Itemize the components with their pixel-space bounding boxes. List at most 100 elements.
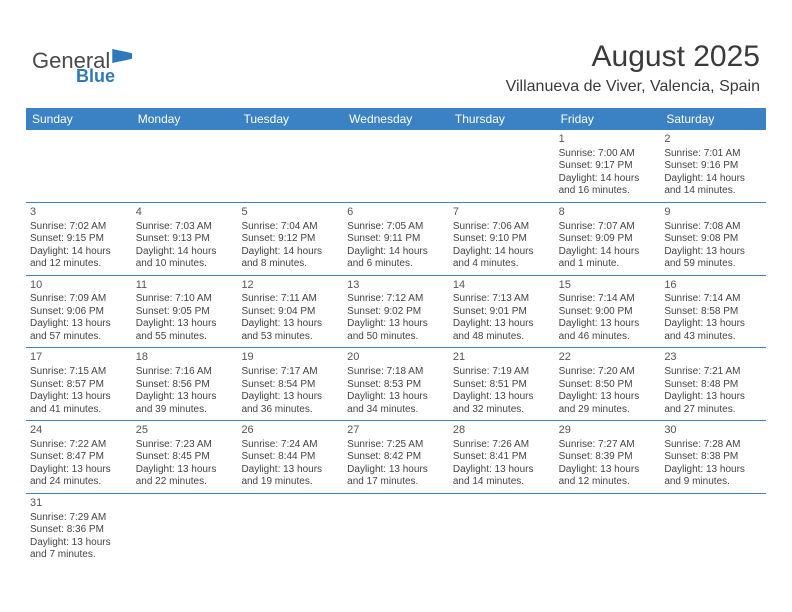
day-number: 2 [664, 133, 761, 147]
daylight-text-2: and 14 minutes. [453, 476, 550, 489]
daylight-text-1: Daylight: 13 hours [453, 318, 550, 331]
daylight-text-1: Daylight: 13 hours [136, 464, 233, 477]
sunset-text: Sunset: 9:08 PM [664, 233, 761, 246]
daylight-text-2: and 10 minutes. [136, 258, 233, 271]
day-cell-empty [237, 494, 343, 566]
sunset-text: Sunset: 8:54 PM [241, 379, 338, 392]
daylight-text-1: Daylight: 13 hours [664, 391, 761, 404]
dow-wednesday: Wednesday [343, 108, 449, 130]
day-cell-4: 4Sunrise: 7:03 AMSunset: 9:13 PMDaylight… [132, 203, 238, 275]
day-cell-20: 20Sunrise: 7:18 AMSunset: 8:53 PMDayligh… [343, 348, 449, 420]
daylight-text-2: and 9 minutes. [664, 476, 761, 489]
day-cell-27: 27Sunrise: 7:25 AMSunset: 8:42 PMDayligh… [343, 421, 449, 493]
sunrise-text: Sunrise: 7:00 AM [559, 148, 656, 161]
day-cell-3: 3Sunrise: 7:02 AMSunset: 9:15 PMDaylight… [26, 203, 132, 275]
daylight-text-2: and 53 minutes. [241, 331, 338, 344]
daylight-text-1: Daylight: 13 hours [347, 318, 444, 331]
sunset-text: Sunset: 8:44 PM [241, 451, 338, 464]
week-row: 31Sunrise: 7:29 AMSunset: 8:36 PMDayligh… [26, 494, 766, 566]
sunset-text: Sunset: 8:39 PM [559, 451, 656, 464]
day-number: 4 [136, 206, 233, 220]
dow-friday: Friday [555, 108, 661, 130]
weeks-container: 1Sunrise: 7:00 AMSunset: 9:17 PMDaylight… [26, 130, 766, 566]
sunrise-text: Sunrise: 7:22 AM [30, 439, 127, 452]
day-number: 18 [136, 351, 233, 365]
daylight-text-1: Daylight: 13 hours [136, 318, 233, 331]
day-cell-empty [449, 130, 555, 202]
sunrise-text: Sunrise: 7:15 AM [30, 366, 127, 379]
sunrise-text: Sunrise: 7:01 AM [664, 148, 761, 161]
day-number: 6 [347, 206, 444, 220]
sunset-text: Sunset: 9:04 PM [241, 306, 338, 319]
sunrise-text: Sunrise: 7:18 AM [347, 366, 444, 379]
daylight-text-2: and 34 minutes. [347, 404, 444, 417]
sunrise-text: Sunrise: 7:19 AM [453, 366, 550, 379]
daylight-text-1: Daylight: 13 hours [347, 464, 444, 477]
daylight-text-2: and 27 minutes. [664, 404, 761, 417]
daylight-text-2: and 29 minutes. [559, 404, 656, 417]
day-number: 31 [30, 497, 127, 511]
daylight-text-2: and 17 minutes. [347, 476, 444, 489]
sunrise-text: Sunrise: 7:09 AM [30, 293, 127, 306]
day-cell-9: 9Sunrise: 7:08 AMSunset: 9:08 PMDaylight… [660, 203, 766, 275]
day-cell-12: 12Sunrise: 7:11 AMSunset: 9:04 PMDayligh… [237, 276, 343, 348]
day-cell-23: 23Sunrise: 7:21 AMSunset: 8:48 PMDayligh… [660, 348, 766, 420]
day-number: 5 [241, 206, 338, 220]
daylight-text-2: and 12 minutes. [30, 258, 127, 271]
sunset-text: Sunset: 8:51 PM [453, 379, 550, 392]
sunset-text: Sunset: 9:02 PM [347, 306, 444, 319]
daylight-text-1: Daylight: 14 hours [559, 246, 656, 259]
sunrise-text: Sunrise: 7:11 AM [241, 293, 338, 306]
day-number: 17 [30, 351, 127, 365]
daylight-text-1: Daylight: 13 hours [453, 464, 550, 477]
sunset-text: Sunset: 9:01 PM [453, 306, 550, 319]
sunset-text: Sunset: 8:47 PM [30, 451, 127, 464]
week-row: 10Sunrise: 7:09 AMSunset: 9:06 PMDayligh… [26, 276, 766, 349]
location-text: Villanueva de Viver, Valencia, Spain [506, 78, 760, 96]
daylight-text-1: Daylight: 13 hours [241, 464, 338, 477]
day-number: 26 [241, 424, 338, 438]
dow-monday: Monday [132, 108, 238, 130]
day-cell-17: 17Sunrise: 7:15 AMSunset: 8:57 PMDayligh… [26, 348, 132, 420]
day-number: 3 [30, 206, 127, 220]
day-cell-24: 24Sunrise: 7:22 AMSunset: 8:47 PMDayligh… [26, 421, 132, 493]
dow-saturday: Saturday [660, 108, 766, 130]
day-number: 7 [453, 206, 550, 220]
sunrise-text: Sunrise: 7:27 AM [559, 439, 656, 452]
sunset-text: Sunset: 8:36 PM [30, 524, 127, 537]
sunset-text: Sunset: 8:42 PM [347, 451, 444, 464]
daylight-text-1: Daylight: 13 hours [559, 391, 656, 404]
sunset-text: Sunset: 9:13 PM [136, 233, 233, 246]
day-cell-22: 22Sunrise: 7:20 AMSunset: 8:50 PMDayligh… [555, 348, 661, 420]
day-cell-25: 25Sunrise: 7:23 AMSunset: 8:45 PMDayligh… [132, 421, 238, 493]
calendar: Sunday Monday Tuesday Wednesday Thursday… [26, 108, 766, 566]
week-row: 3Sunrise: 7:02 AMSunset: 9:15 PMDaylight… [26, 203, 766, 276]
day-number: 28 [453, 424, 550, 438]
day-number: 15 [559, 279, 656, 293]
daylight-text-1: Daylight: 14 hours [664, 173, 761, 186]
logo-text-blue: Blue [76, 66, 115, 87]
day-cell-15: 15Sunrise: 7:14 AMSunset: 9:00 PMDayligh… [555, 276, 661, 348]
daylight-text-2: and 12 minutes. [559, 476, 656, 489]
week-row: 24Sunrise: 7:22 AMSunset: 8:47 PMDayligh… [26, 421, 766, 494]
sunset-text: Sunset: 8:48 PM [664, 379, 761, 392]
daylight-text-2: and 50 minutes. [347, 331, 444, 344]
sunrise-text: Sunrise: 7:08 AM [664, 221, 761, 234]
daylight-text-2: and 32 minutes. [453, 404, 550, 417]
sunrise-text: Sunrise: 7:21 AM [664, 366, 761, 379]
day-number: 14 [453, 279, 550, 293]
sunrise-text: Sunrise: 7:13 AM [453, 293, 550, 306]
daylight-text-2: and 55 minutes. [136, 331, 233, 344]
sunrise-text: Sunrise: 7:24 AM [241, 439, 338, 452]
sunset-text: Sunset: 9:06 PM [30, 306, 127, 319]
daylight-text-2: and 16 minutes. [559, 185, 656, 198]
daylight-text-1: Daylight: 13 hours [30, 391, 127, 404]
sunset-text: Sunset: 9:05 PM [136, 306, 233, 319]
daylight-text-1: Daylight: 14 hours [453, 246, 550, 259]
sunset-text: Sunset: 8:58 PM [664, 306, 761, 319]
sunset-text: Sunset: 8:50 PM [559, 379, 656, 392]
sunset-text: Sunset: 8:45 PM [136, 451, 233, 464]
sunrise-text: Sunrise: 7:02 AM [30, 221, 127, 234]
daylight-text-1: Daylight: 13 hours [136, 391, 233, 404]
sunset-text: Sunset: 8:41 PM [453, 451, 550, 464]
